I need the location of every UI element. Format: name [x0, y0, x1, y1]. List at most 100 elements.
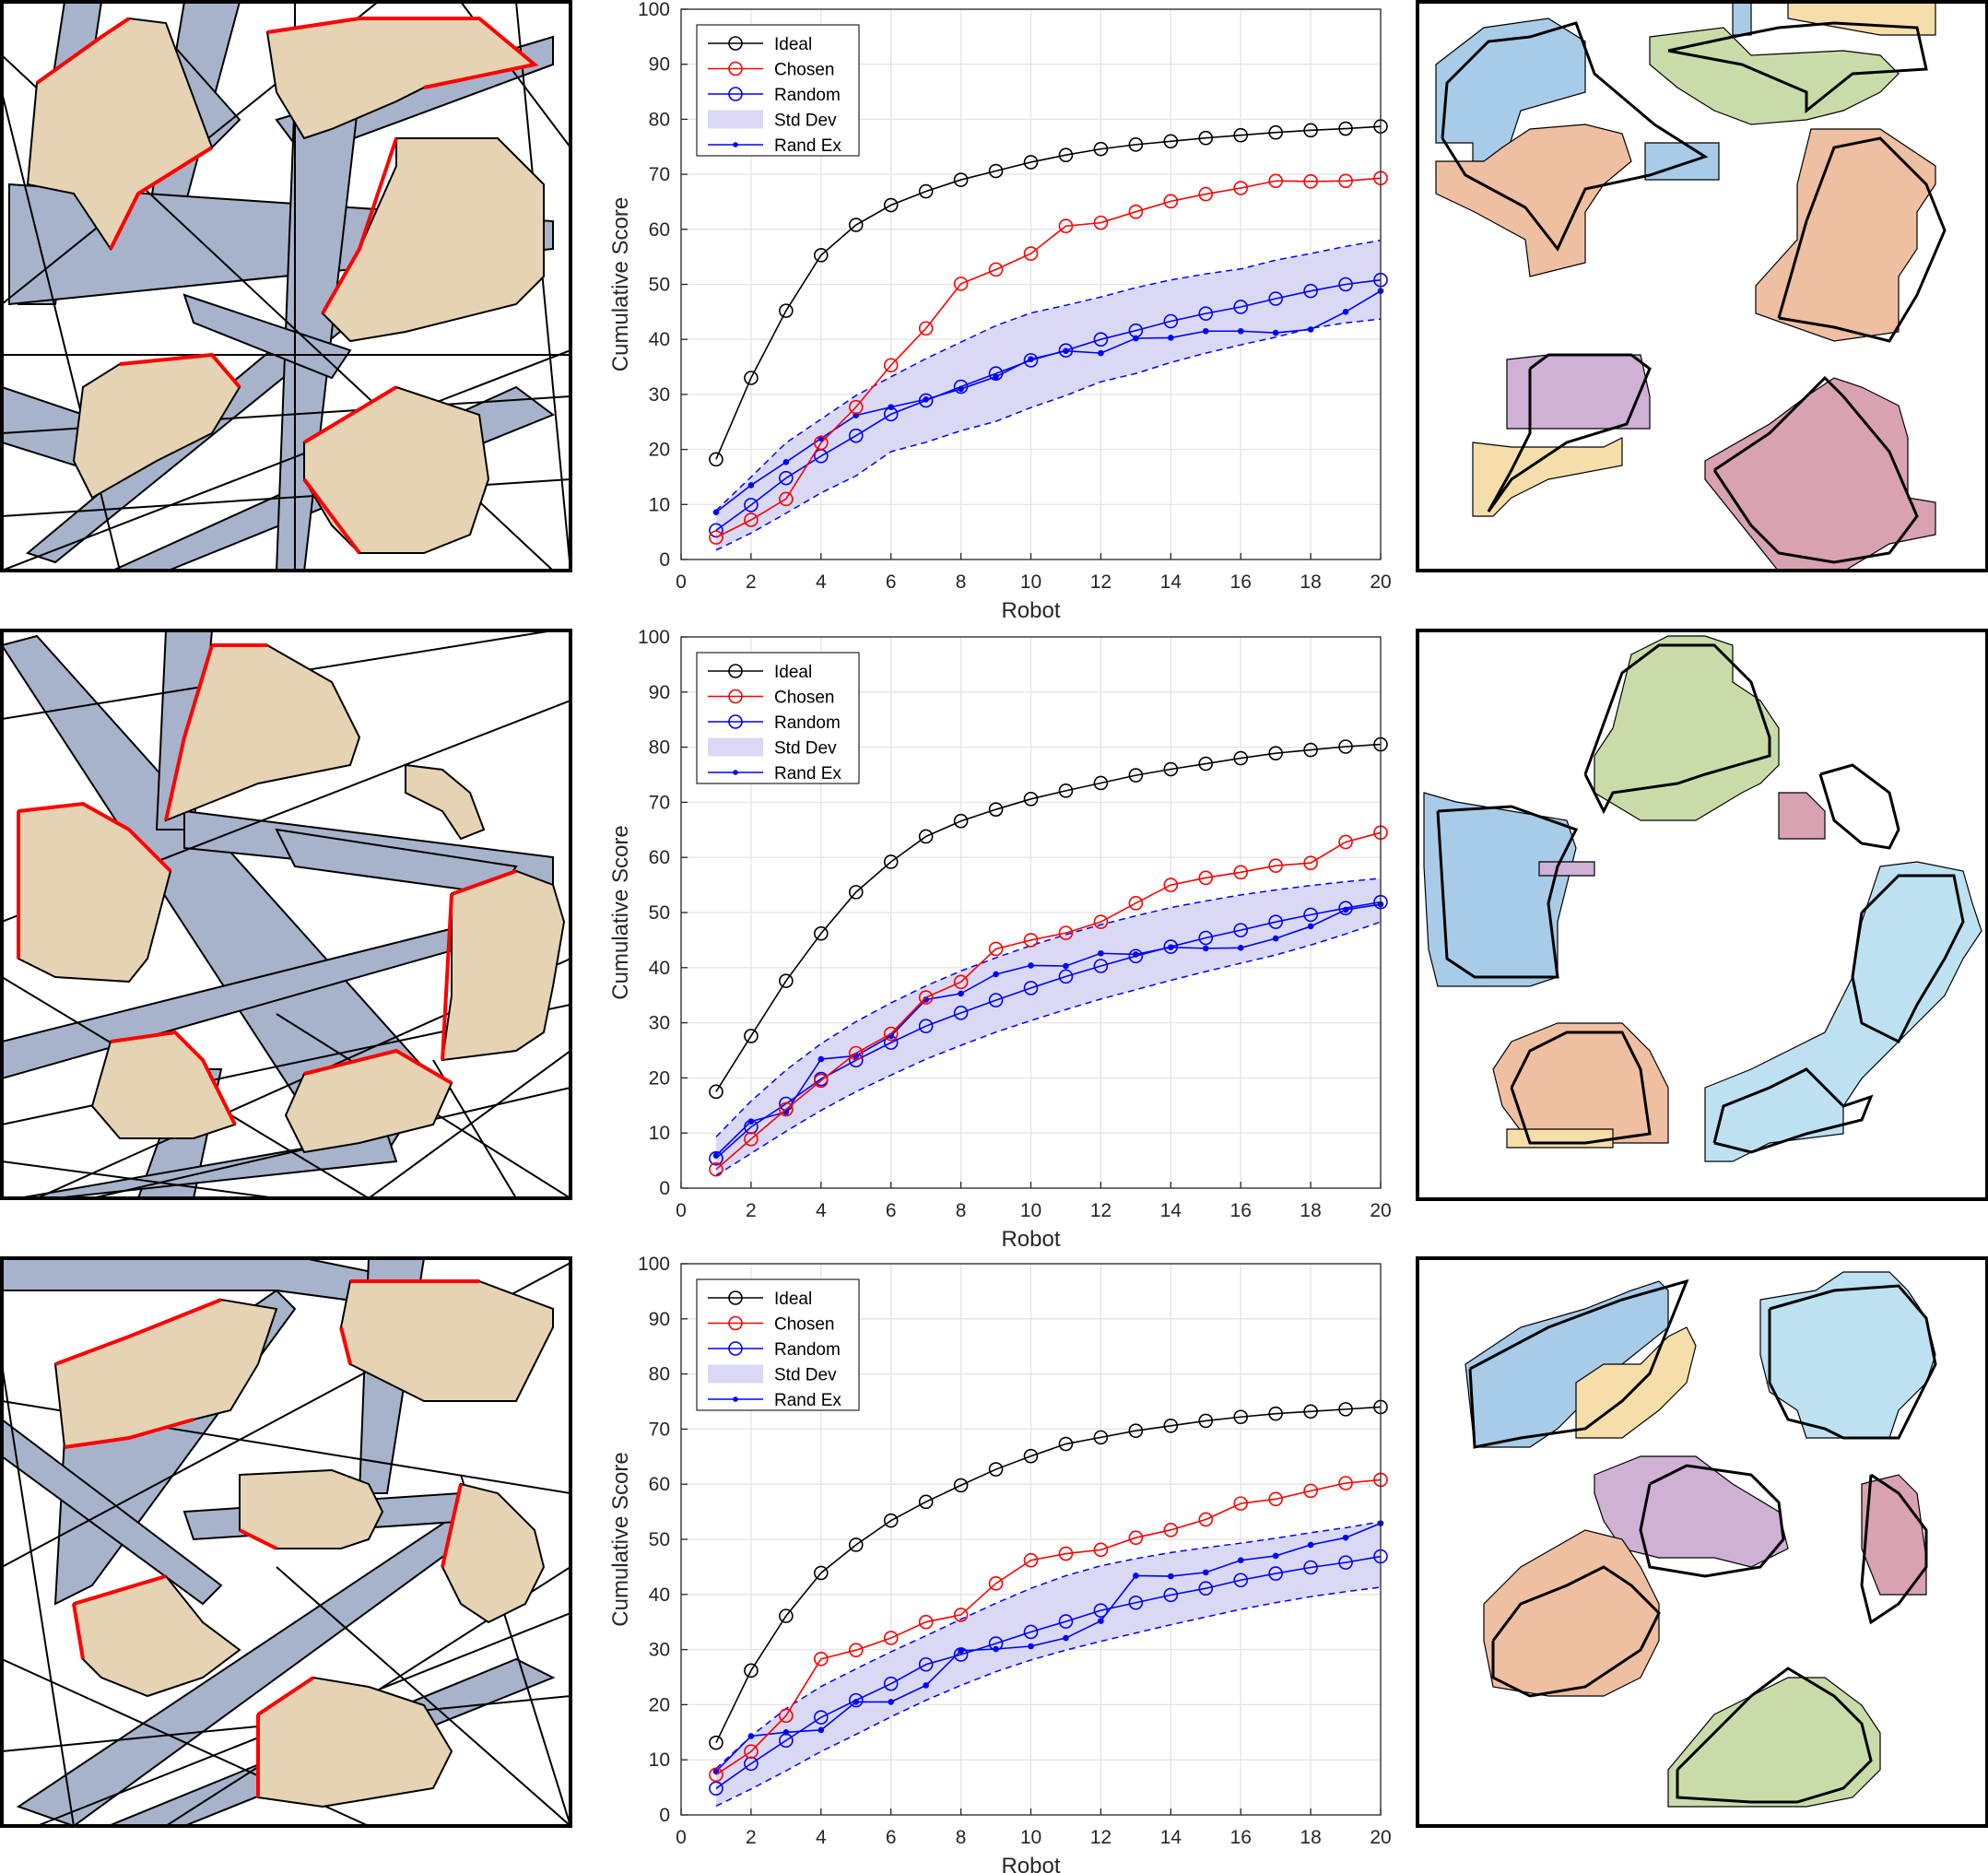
data-point	[988, 993, 1004, 1007]
y-tick-label: 10	[649, 1749, 670, 1771]
series-random	[709, 1549, 1388, 1796]
data-point	[918, 990, 934, 1005]
data-point	[1342, 309, 1349, 315]
data-point	[813, 435, 829, 451]
data-point	[709, 1735, 723, 1750]
data-point	[709, 1767, 723, 1783]
data-point	[848, 885, 864, 900]
data-point	[1198, 870, 1214, 886]
data-point	[1268, 173, 1283, 189]
x-tick-label: 8	[956, 1827, 967, 1848]
data-point	[848, 1692, 864, 1708]
x-tick-label: 18	[1300, 1200, 1321, 1221]
data-point	[883, 406, 899, 422]
legend-entry-ideal: Ideal	[708, 1290, 812, 1309]
data-point	[1202, 1569, 1209, 1576]
data-point	[1307, 1541, 1314, 1549]
x-tick-label: 18	[1300, 1827, 1321, 1848]
series-random	[709, 272, 1388, 538]
data-point	[1307, 923, 1314, 930]
data-point	[1028, 962, 1034, 969]
data-point	[993, 971, 999, 978]
data-point	[1128, 204, 1144, 219]
data-point	[1163, 878, 1179, 892]
data-point	[1198, 130, 1214, 146]
data-point	[1098, 949, 1104, 957]
data-point	[709, 530, 723, 545]
x-tick-label: 20	[1370, 1827, 1391, 1848]
data-point	[918, 183, 934, 199]
legend-entry-std-dev: Std Dev	[708, 1364, 837, 1385]
y-tick-label: 30	[649, 1640, 670, 1661]
legend-label: Random	[774, 713, 841, 733]
data-point	[1342, 1534, 1349, 1541]
x-tick-label: 0	[676, 1827, 687, 1848]
y-tick-label: 60	[649, 847, 670, 868]
regions	[1423, 635, 1982, 1162]
data-point	[744, 498, 759, 512]
legend-label: Chosen	[774, 689, 835, 708]
data-point	[988, 163, 1004, 179]
legend: Ideal Chosen Random Std Dev Rand Ex	[696, 1278, 860, 1411]
data-point	[1198, 1413, 1214, 1429]
data-point	[1163, 194, 1179, 209]
data-point	[1163, 939, 1179, 954]
x-tick-label: 10	[1020, 571, 1041, 593]
data-point	[709, 452, 723, 467]
data-point	[1093, 1542, 1109, 1558]
robot-paths	[1468, 1278, 1937, 1804]
y-tick-label: 40	[649, 958, 670, 979]
data-point	[779, 973, 794, 988]
legend-marker	[728, 1290, 743, 1305]
data-point	[1133, 1573, 1139, 1579]
data-point	[1303, 1404, 1318, 1419]
data-point	[779, 1101, 794, 1117]
series-chosen	[709, 825, 1388, 1177]
legend-marker	[728, 61, 743, 77]
obstacles	[26, 17, 545, 554]
y-tick-label: 0	[659, 549, 670, 571]
series-line	[715, 903, 1382, 1157]
std-upper-line	[715, 878, 1382, 1137]
legend-label: Rand Ex	[774, 1391, 841, 1410]
legend-box	[696, 652, 860, 784]
data-point	[1128, 896, 1144, 911]
data-point	[1163, 1419, 1179, 1433]
legend-marker	[733, 770, 738, 775]
data-point	[918, 1656, 934, 1672]
data-point	[1058, 218, 1074, 234]
x-tick-label: 20	[1370, 1200, 1391, 1221]
score-chart-2: 0 2 4 6 8 10 12 14 16 18 20 0 10 20 30 40 50 60 70 80 90 100 R…	[608, 627, 1392, 1252]
data-point	[1233, 127, 1248, 143]
data-point	[1058, 1546, 1074, 1561]
data-point	[1338, 1555, 1353, 1570]
data-point	[1338, 121, 1353, 136]
data-point	[918, 829, 934, 844]
y-tick-label: 70	[649, 792, 670, 813]
data-point	[953, 1006, 969, 1020]
data-point	[988, 941, 1004, 957]
data-point	[1058, 147, 1074, 163]
data-point	[1058, 343, 1074, 358]
data-point	[1233, 300, 1248, 314]
data-point	[1093, 1430, 1109, 1445]
std-lower-line	[715, 921, 1382, 1176]
legend-marker	[728, 1315, 743, 1331]
legend: Ideal Chosen Random Std Dev Rand Ex	[696, 24, 860, 157]
legend-label: Std Dev	[774, 112, 837, 131]
data-point	[883, 854, 899, 869]
x-axis-label: Robot	[1001, 1227, 1060, 1252]
data-point	[1128, 1595, 1144, 1610]
data-point	[744, 1756, 759, 1772]
data-point	[1168, 335, 1174, 341]
legend-swatch	[708, 737, 763, 757]
legend-entry-ideal: Ideal	[708, 35, 812, 54]
legend-label: Ideal	[774, 35, 812, 54]
data-point	[1093, 215, 1109, 230]
x-tick-label: 20	[1370, 571, 1391, 593]
obstacles	[53, 1280, 554, 1808]
legend-marker	[733, 1396, 738, 1402]
data-point	[953, 813, 969, 829]
x-tick-label: 14	[1160, 571, 1182, 593]
data-point	[1198, 756, 1214, 772]
